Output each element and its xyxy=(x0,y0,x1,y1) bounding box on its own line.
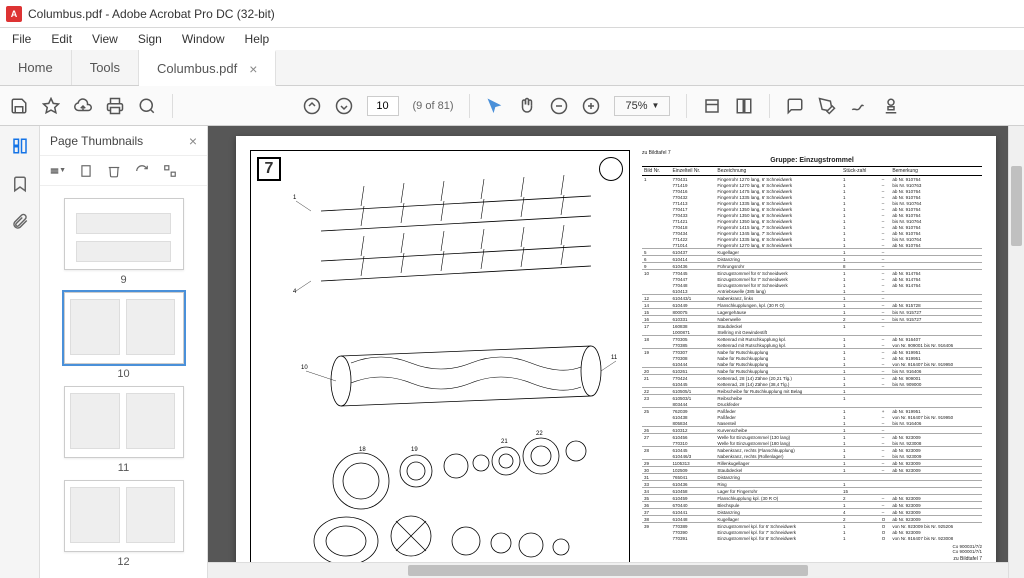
thumbnail-label: 12 xyxy=(64,556,184,568)
thumbnails-title: Page Thumbnails xyxy=(50,134,143,148)
page-display-icon[interactable] xyxy=(735,97,753,115)
page-up-icon[interactable] xyxy=(303,97,321,115)
thumb-options-icon[interactable]: ▼ xyxy=(50,163,66,179)
titlebar: A Columbus.pdf - Adobe Acrobat Pro DC (3… xyxy=(0,0,1024,28)
thumbnails-tools: ▼ xyxy=(40,156,207,186)
thumbnails-panel: Page Thumbnails × ▼ 9 10 11 xyxy=(40,126,208,578)
zoom-select[interactable]: 75% ▼ xyxy=(614,96,670,116)
svg-text:11: 11 xyxy=(611,355,618,361)
comment-icon[interactable] xyxy=(786,97,804,115)
tab-tools-label: Tools xyxy=(90,60,120,75)
zoom-value: 75% xyxy=(626,100,648,112)
tab-tools[interactable]: Tools xyxy=(72,50,139,85)
svg-text:4: 4 xyxy=(293,289,297,295)
parts-table: zu Bildtafel 7 Gruppe: Einzugstrommel Bi… xyxy=(642,150,982,570)
parts-ref: zu Bildtafel 7 xyxy=(642,150,982,156)
tab-document-label: Columbus.pdf xyxy=(157,61,237,76)
toolbar: (9 of 81) 75% ▼ xyxy=(0,86,1024,126)
page-down-icon[interactable] xyxy=(335,97,353,115)
horizontal-scrollbar[interactable] xyxy=(208,562,1008,578)
main-area: Page Thumbnails × ▼ 9 10 11 xyxy=(0,126,1024,578)
exploded-diagram: 7 xyxy=(250,150,630,578)
pointer-icon[interactable] xyxy=(486,97,504,115)
menu-window[interactable]: Window xyxy=(174,30,233,48)
cloud-icon[interactable] xyxy=(74,97,92,115)
vertical-scrollbar[interactable] xyxy=(1008,126,1024,578)
page-number-input[interactable] xyxy=(367,96,399,116)
svg-text:18: 18 xyxy=(359,447,366,453)
svg-text:19: 19 xyxy=(411,447,418,453)
parts-data-table: Bild Nr.Einzelteil Nr.BezeichnungStück-z… xyxy=(642,166,982,541)
fit-icon[interactable] xyxy=(703,97,721,115)
svg-text:1: 1 xyxy=(293,195,297,201)
thumbnail-item[interactable]: 10 xyxy=(64,292,184,380)
separator xyxy=(686,94,687,118)
thumbnail-label: 9 xyxy=(64,274,184,286)
stamp-icon[interactable] xyxy=(882,97,900,115)
star-icon[interactable] xyxy=(42,97,60,115)
menu-view[interactable]: View xyxy=(84,30,126,48)
window-title: Columbus.pdf - Adobe Acrobat Pro DC (32-… xyxy=(28,7,275,21)
thumbnails-list[interactable]: 9 10 11 12 xyxy=(40,186,207,578)
separator xyxy=(769,94,770,118)
document-viewport[interactable]: 7 xyxy=(208,126,1024,578)
save-icon[interactable] xyxy=(10,97,28,115)
tabbar: Home Tools Columbus.pdf × xyxy=(0,50,1024,86)
hand-icon[interactable] xyxy=(518,97,536,115)
chevron-down-icon: ▼ xyxy=(652,101,660,110)
parts-group-title: Gruppe: Einzugstrommel xyxy=(642,157,982,164)
thumbnails-icon[interactable] xyxy=(10,136,30,156)
print-icon[interactable] xyxy=(106,97,124,115)
thumb-rotate-icon[interactable] xyxy=(134,163,150,179)
thumbnail-label: 11 xyxy=(64,462,184,474)
thumb-delete-icon[interactable] xyxy=(106,163,122,179)
tab-home[interactable]: Home xyxy=(0,50,72,85)
thumbnail-item[interactable]: 9 xyxy=(64,198,184,286)
page-count-label: (9 of 81) xyxy=(413,100,454,112)
menu-help[interactable]: Help xyxy=(237,30,278,48)
thumb-new-icon[interactable] xyxy=(78,163,94,179)
menu-sign[interactable]: Sign xyxy=(130,30,170,48)
zoom-out-icon[interactable] xyxy=(550,97,568,115)
svg-text:22: 22 xyxy=(536,431,543,437)
menubar: File Edit View Sign Window Help xyxy=(0,28,1024,50)
thumb-zoom-icon[interactable] xyxy=(162,163,178,179)
pdf-page: 7 xyxy=(236,136,996,578)
bookmark-icon[interactable] xyxy=(10,174,30,194)
highlight -\icon[interactable] xyxy=(818,97,836,115)
zoom-in-icon[interactable] xyxy=(582,97,600,115)
menu-edit[interactable]: Edit xyxy=(43,30,80,48)
thumbnails-close-icon[interactable]: × xyxy=(189,133,197,149)
sign-icon[interactable] xyxy=(850,97,868,115)
corner-codes: Co 900031/7/2 Co 900001/7/1 xyxy=(642,544,982,554)
thumbnail-item[interactable]: 11 xyxy=(64,386,184,474)
thumbnail-item[interactable]: 12 xyxy=(64,480,184,568)
svg-text:10: 10 xyxy=(301,365,308,371)
tab-home-label: Home xyxy=(18,60,53,75)
tab-close-icon[interactable]: × xyxy=(249,61,257,77)
search-icon[interactable] xyxy=(138,97,156,115)
attachment-icon[interactable] xyxy=(10,212,30,232)
pdf-icon: A xyxy=(6,6,22,22)
menu-file[interactable]: File xyxy=(4,30,39,48)
tab-document[interactable]: Columbus.pdf × xyxy=(139,50,276,86)
separator xyxy=(469,94,470,118)
svg-text:21: 21 xyxy=(501,439,508,445)
separator xyxy=(172,94,173,118)
nav-rail xyxy=(0,126,40,578)
thumbnail-label: 10 xyxy=(64,368,184,380)
